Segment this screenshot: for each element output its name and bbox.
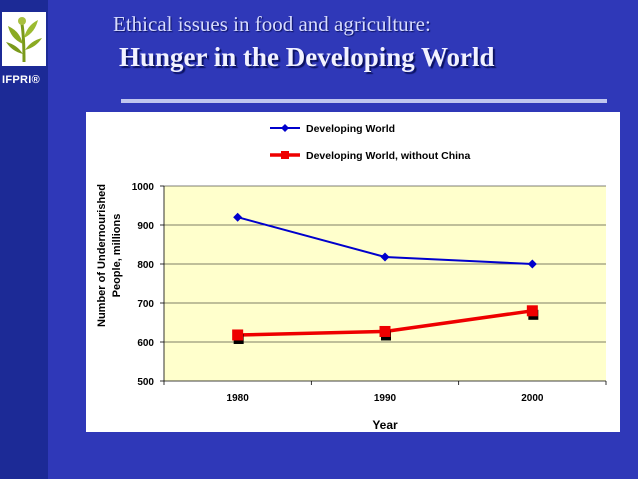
series-2-point [232,329,244,341]
series-1-point [527,259,537,269]
y-axis-title-line1: Number of Undernourished [96,184,108,327]
title-divider [121,99,607,103]
x-tick-label: 2000 [521,393,544,404]
slide-subtitle: Ethical issues in food and agriculture: [113,12,431,36]
y-tick-label: 1000 [132,182,155,193]
y-tick-label: 800 [137,260,154,271]
y-tick-label: 700 [137,299,154,310]
series-2-point [526,305,538,317]
y-tick-label: 900 [137,221,154,232]
y-axis-title-line2: People, millions [111,214,123,298]
y-tick-label: 500 [137,377,154,388]
logo-text: IFPRI® [2,74,41,86]
series-1-point [233,212,243,222]
chart-panel: 500 600 700 800 900 1000 1980 1990 2000 Year Numbe… [86,112,620,432]
legend-marker [281,151,289,159]
series-2-point [379,325,391,337]
series-1-point [380,252,390,262]
line-chart: 500 600 700 800 900 1000 1980 1990 2000 Year Numbe… [96,123,607,432]
slide-title: Hunger in the Developing World [119,42,495,72]
ifpri-logo: IFPRI® [0,10,48,88]
plot-area [164,186,606,381]
legend-label-2: Developing World, without China [306,150,470,162]
legend-label-1: Developing World [306,123,395,135]
y-tick-label: 600 [137,338,154,349]
wheat-plant-icon [2,12,46,66]
x-tick-label: 1980 [227,393,250,404]
x-tick-label: 1990 [374,393,397,404]
x-axis-title: Year [372,418,398,432]
left-strip [0,0,48,479]
legend-marker [281,124,289,132]
